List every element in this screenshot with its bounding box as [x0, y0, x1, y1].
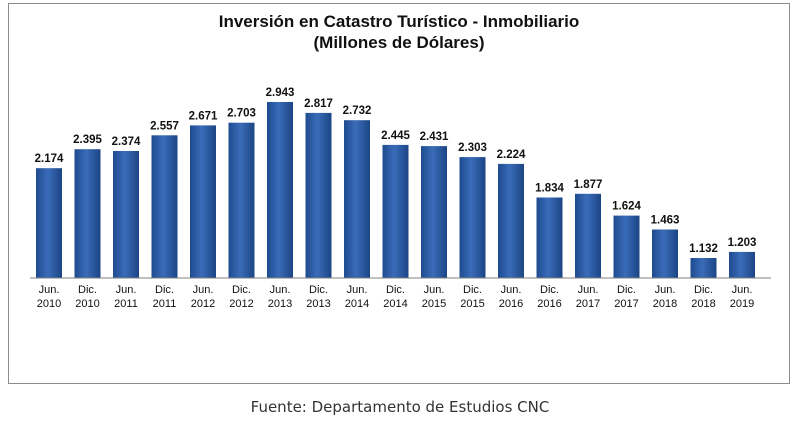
x-tick-label: Dic. 2018 [691, 284, 715, 310]
bar-value-label: 2.445 [381, 130, 410, 142]
bar-value-label: 1.834 [535, 183, 564, 195]
bar-value-label: 2.817 [304, 98, 333, 110]
x-tick-label: Jun. 2011 [114, 284, 138, 310]
bar-value-label: 2.224 [497, 149, 526, 161]
x-tick-label: Dic. 2012 [229, 284, 253, 310]
bar-jun-2014 [344, 120, 370, 278]
chart-subtitle-line: (Millones de Dólares) [313, 33, 485, 52]
bar-jun-2017 [575, 193, 601, 278]
x-tick-label: Jun. 2018 [653, 284, 677, 310]
bar-jun-2016 [498, 163, 524, 278]
chart-title-line: Inversión en Catastro Turístico - Inmobi… [218, 12, 580, 31]
bar-value-label: 1.463 [651, 215, 680, 227]
bar-dic-2014 [382, 144, 409, 278]
bar-value-label: 2.671 [189, 110, 218, 122]
x-tick-label: Jun. 2012 [191, 284, 215, 310]
bar-value-label: 2.374 [112, 136, 141, 148]
bar-value-label: 1.203 [728, 237, 757, 249]
x-tick-label: Dic. 2014 [383, 284, 407, 310]
source-caption: Fuente: Departamento de Estudios CNC [250, 398, 550, 416]
x-tick-label: Jun. 2016 [499, 284, 523, 310]
bar-dic-2018 [690, 258, 717, 278]
bar-value-label: 2.174 [35, 153, 64, 165]
chart-title: Inversión en Catastro Turístico - Inmobi… [9, 11, 789, 53]
bar-value-label: 2.703 [227, 108, 256, 120]
x-tick-label: Dic. 2015 [460, 284, 484, 310]
bar-dic-2015 [459, 157, 486, 278]
bar-jun-2018 [652, 229, 678, 278]
bars-layer: 2.174 2.395 2.374 2.557 2.671 2.703 2.943 2.817… [35, 87, 757, 279]
bar-jun-2019 [729, 251, 755, 278]
x-tick-label: Jun. 2010 [37, 284, 61, 310]
x-tick-label: Dic. 2011 [153, 284, 177, 310]
bar-value-label: 1.132 [689, 243, 718, 255]
bar-dic-2013 [305, 112, 332, 279]
bar-jun-2013 [267, 102, 293, 278]
bar-dic-2017 [613, 215, 640, 278]
bar-dic-2011 [151, 135, 178, 278]
bar-dic-2012 [228, 122, 255, 278]
bar-value-label: 2.303 [458, 142, 487, 154]
bar-jun-2010 [36, 168, 62, 278]
x-tick-label: Jun. 2013 [268, 284, 292, 310]
x-tick-label: Jun. 2019 [730, 284, 754, 310]
x-tick-label: Jun. 2014 [345, 284, 369, 310]
bar-jun-2015 [421, 146, 447, 278]
bar-chart: 2.174 2.395 2.374 2.557 2.671 2.703 2.943 2.817… [30, 87, 771, 310]
bar-value-label: 1.624 [612, 201, 641, 213]
bar-value-label: 1.877 [574, 179, 603, 191]
bar-dic-2010 [74, 149, 101, 278]
bar-dic-2016 [536, 197, 563, 278]
chart-frame: Inversión en Catastro Turístico - Inmobi… [8, 3, 790, 384]
x-tick-label: Dic. 2013 [306, 284, 330, 310]
x-tick-label: Dic. 2016 [537, 284, 561, 310]
bar-jun-2011 [113, 151, 139, 278]
bar-value-label: 2.943 [266, 87, 295, 99]
x-tick-label: Dic. 2010 [75, 284, 99, 310]
tick-labels-layer: Jun. 2010 Dic. 2010 Jun. 2011 Dic. 2011 Jun. 2012… [37, 284, 754, 310]
x-tick-label: Dic. 2017 [614, 284, 638, 310]
x-tick-label: Jun. 2015 [422, 284, 446, 310]
x-tick-label: Jun. 2017 [576, 284, 600, 310]
bar-jun-2012 [190, 125, 216, 279]
bar-value-label: 2.732 [343, 105, 372, 117]
bar-value-label: 2.557 [150, 120, 179, 132]
bar-value-label: 2.431 [420, 131, 449, 143]
bar-value-label: 2.395 [73, 134, 102, 146]
